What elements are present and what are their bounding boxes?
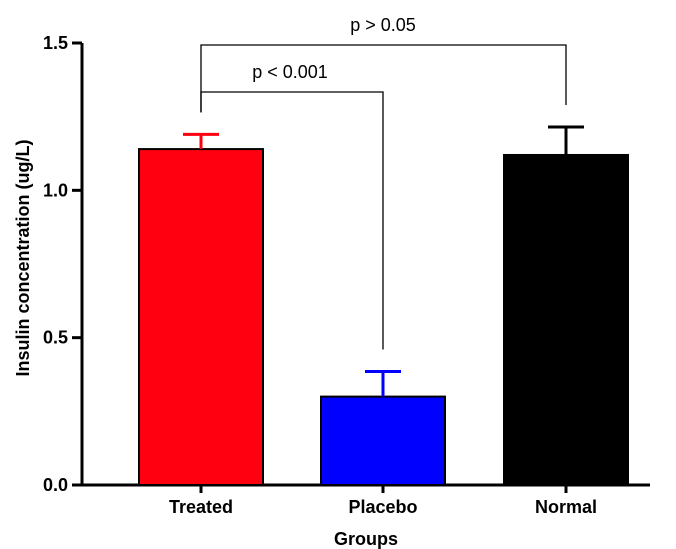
x-tick-label: Treated bbox=[169, 497, 233, 517]
x-axis-title: Groups bbox=[334, 529, 398, 549]
significance-bracket-2 bbox=[200, 44, 567, 113]
y-axis-title: Insulin concentration (ug/L) bbox=[13, 140, 33, 377]
error-bars bbox=[183, 125, 584, 397]
significance-label-1: p < 0.001 bbox=[252, 62, 328, 82]
y-tick-label: 0.0 bbox=[43, 475, 68, 495]
bar-normal bbox=[503, 153, 629, 486]
x-tick-label: Normal bbox=[535, 497, 597, 517]
y-axis: 0.0 0.5 1.0 1.5 bbox=[43, 33, 84, 495]
significance-annotations: p < 0.001 p > 0.05 bbox=[200, 15, 567, 350]
significance-label-2: p > 0.05 bbox=[350, 15, 416, 35]
bar-placebo bbox=[320, 395, 446, 487]
bar-treated bbox=[138, 148, 264, 487]
x-tick-label: Placebo bbox=[348, 497, 417, 517]
x-axis: Treated Placebo Normal bbox=[80, 483, 650, 517]
y-tick-label: 0.5 bbox=[43, 328, 68, 348]
y-tick-label: 1.5 bbox=[43, 33, 68, 53]
bars bbox=[138, 148, 629, 487]
y-tick-label: 1.0 bbox=[43, 180, 68, 200]
